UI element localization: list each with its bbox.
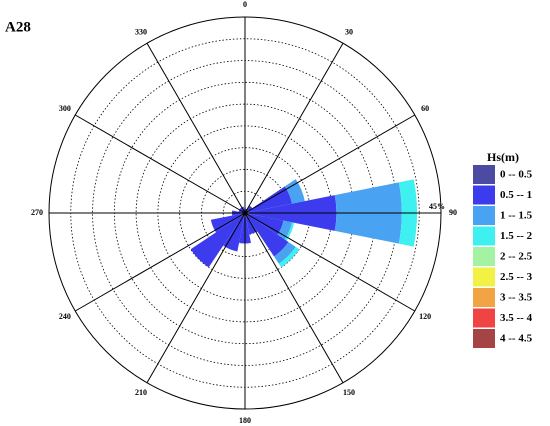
bar-segment <box>277 220 292 240</box>
theta-tick-label: 0 <box>243 0 247 9</box>
theta-tick-label: 330 <box>135 28 147 37</box>
legend-title: Hs(m) <box>487 150 519 164</box>
bar-segment <box>223 216 245 252</box>
theta-tick-label: 210 <box>135 388 147 397</box>
legend-swatch <box>473 165 495 184</box>
legend-label: 1.5 -- 2 <box>500 230 533 242</box>
legend-swatch <box>473 247 495 266</box>
bar-segment <box>210 213 242 233</box>
spoke <box>244 114 415 214</box>
legend-label: 3.5 -- 4 <box>500 312 533 324</box>
legend-swatch <box>473 185 495 205</box>
bar-segment <box>247 215 289 257</box>
legend-label: 4 -- 4.5 <box>500 333 533 345</box>
bar-segment <box>247 205 253 211</box>
legend-swatch <box>473 308 495 328</box>
spoke <box>244 212 415 312</box>
theta-tick-label: 300 <box>59 104 71 113</box>
bar-segment <box>278 246 300 268</box>
bar-segment <box>274 242 296 264</box>
theta-tick-label: 120 <box>419 312 431 321</box>
legend-label: 3 -- 3.5 <box>500 292 533 304</box>
legend-swatch <box>473 206 495 225</box>
bar-segment <box>239 207 244 212</box>
theta-tick-label: 60 <box>421 104 429 113</box>
legend-label: 0.5 -- 1 <box>500 189 532 201</box>
theta-tick-label: 240 <box>59 312 71 321</box>
bar-segment <box>190 215 243 268</box>
spoke <box>244 43 344 214</box>
theta-tick-label: 90 <box>449 208 457 217</box>
bar-segment <box>284 179 305 204</box>
chart-title: A28 <box>5 19 31 35</box>
spoke <box>75 212 246 312</box>
bar-segment <box>248 213 284 235</box>
legend-label: 2 -- 2.5 <box>500 251 533 263</box>
spoke <box>146 43 246 214</box>
r-tick-label: 45% <box>429 202 445 211</box>
theta-tick-label: 30 <box>345 28 353 37</box>
theta-tick-label: 180 <box>239 416 251 425</box>
legend-label: 2.5 -- 3 <box>500 271 533 283</box>
legend-swatch <box>473 288 495 307</box>
legend-swatch <box>473 329 495 348</box>
theta-tick-label: 150 <box>343 388 355 397</box>
legend-label: 1 -- 1.5 <box>500 210 533 222</box>
legend-swatch <box>473 226 495 246</box>
spoke <box>146 212 246 383</box>
spoke <box>244 212 344 383</box>
bar-segment <box>248 186 292 213</box>
legend-swatch <box>473 267 495 287</box>
theta-tick-label: 270 <box>31 208 43 217</box>
legend-label: 0 -- 0.5 <box>500 169 533 181</box>
spoke <box>75 114 246 214</box>
bar-segment <box>284 222 295 241</box>
